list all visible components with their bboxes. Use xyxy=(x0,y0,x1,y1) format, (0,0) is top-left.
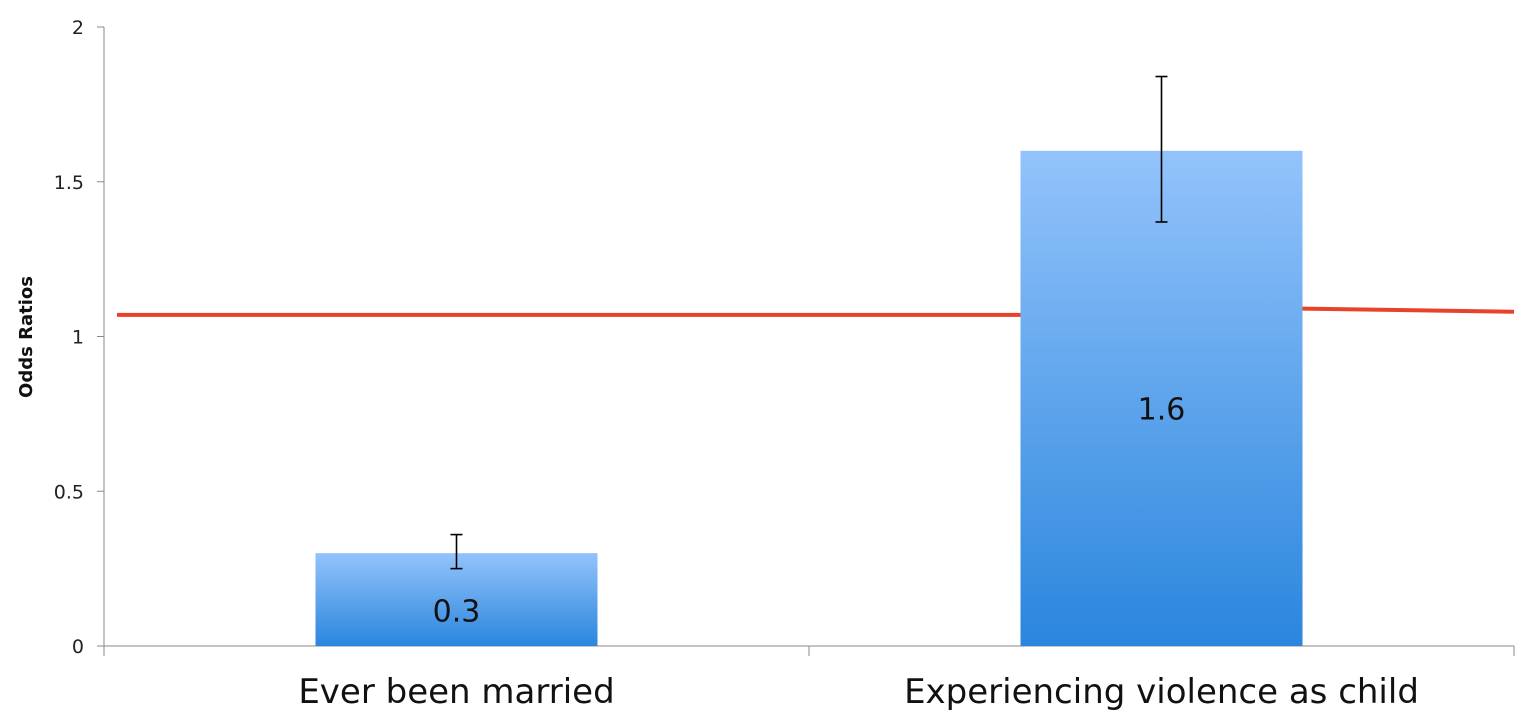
reference-line-segment xyxy=(1302,306,1515,314)
data-label: 1.6 xyxy=(1138,392,1186,427)
x-category-label: Ever been married xyxy=(298,672,614,711)
reference-line xyxy=(117,306,1515,317)
y-tick-label: 1 xyxy=(72,327,84,349)
y-tick-label: 0.5 xyxy=(54,481,84,503)
y-axis: 0 0.5 1 1.5 2 xyxy=(54,17,105,658)
y-tick-label: 1.5 xyxy=(54,172,84,194)
y-tick-label: 2 xyxy=(72,17,84,39)
y-axis-title: Odds Ratios xyxy=(16,276,37,398)
error-bars xyxy=(450,75,1168,570)
x-axis: Ever been married Experiencing violence a… xyxy=(103,645,1515,711)
data-label: 0.3 xyxy=(433,595,481,630)
bar xyxy=(1020,150,1303,647)
data-labels: 0.3 1.6 xyxy=(433,392,1186,629)
x-category-label: Experiencing violence as child xyxy=(904,672,1419,711)
y-tick-label: 0 xyxy=(72,636,84,658)
